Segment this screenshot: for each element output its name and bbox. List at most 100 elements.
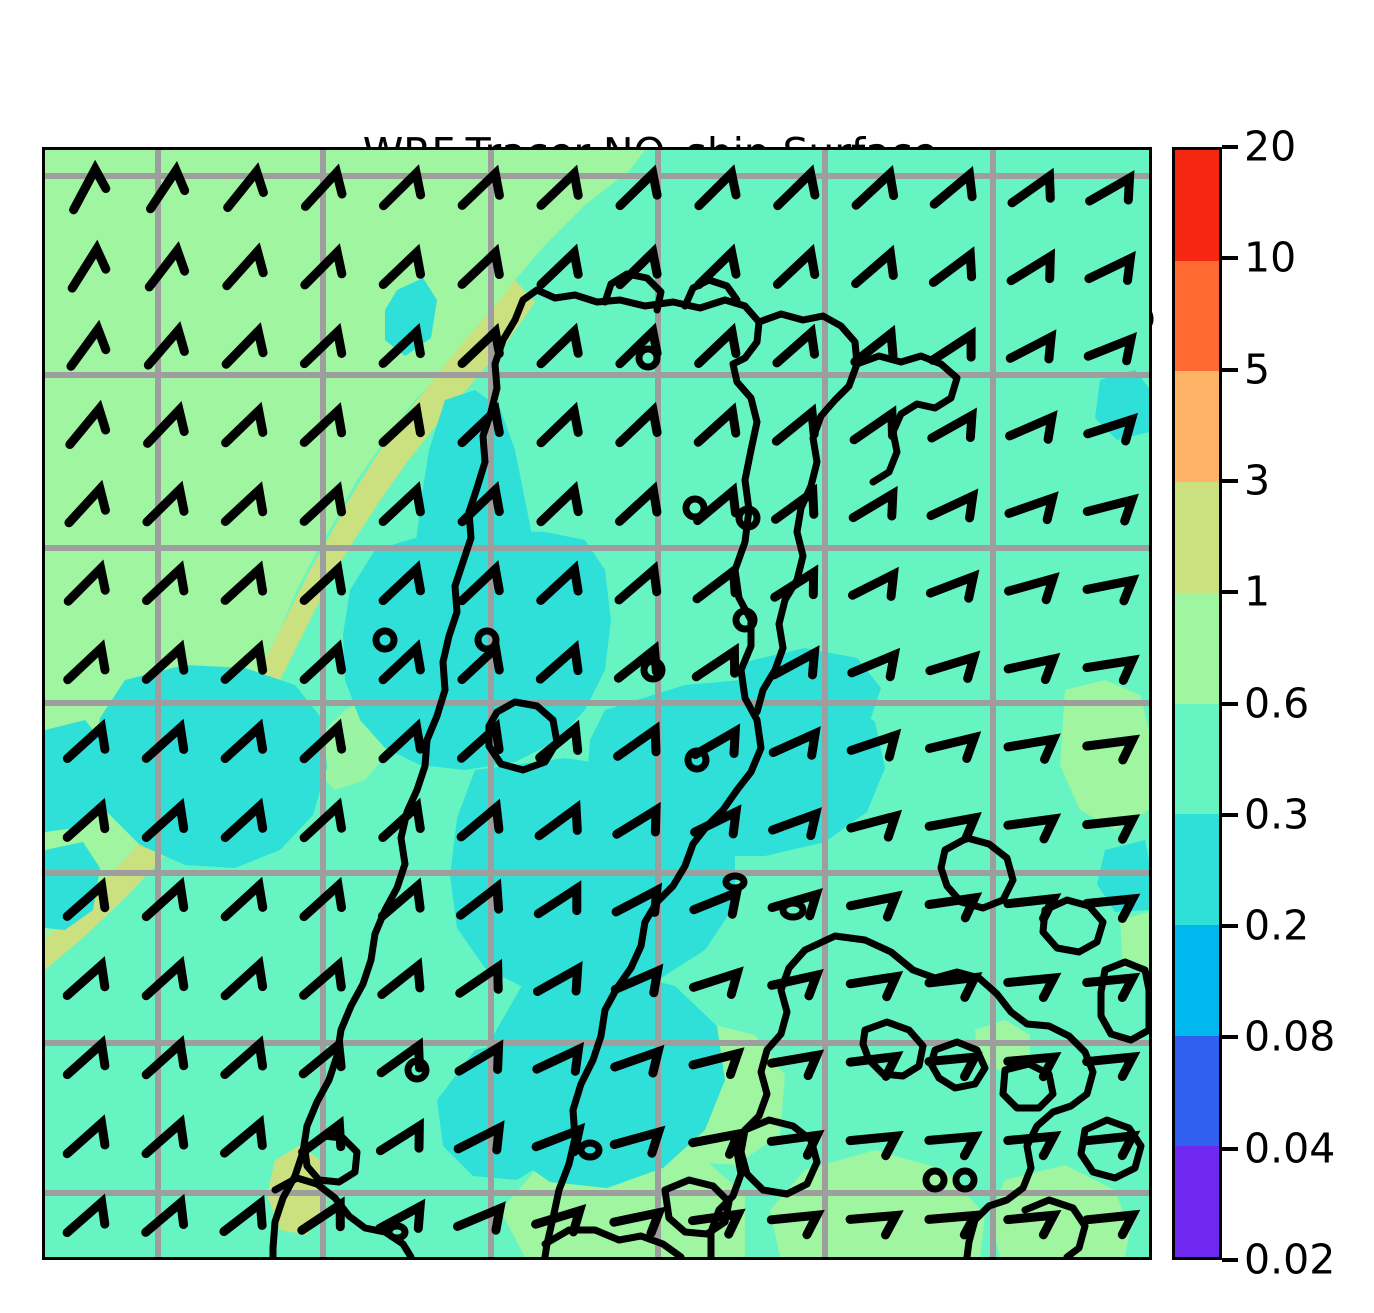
colorbar-label-0.3: 0.3 xyxy=(1244,790,1310,839)
wind-barb xyxy=(615,481,662,526)
wind-barb xyxy=(377,957,425,999)
wind-barb xyxy=(1084,250,1136,285)
wind-barb xyxy=(845,1130,904,1161)
wind-barb xyxy=(925,650,981,683)
wind-barb xyxy=(1085,170,1135,206)
wind-barb xyxy=(457,560,504,606)
wind-barb xyxy=(688,1047,745,1079)
colorbar-band-0.02-0.04 xyxy=(1175,1146,1219,1258)
wind-barb xyxy=(63,559,110,606)
wind-barb xyxy=(1003,893,1062,923)
wind-barb xyxy=(457,164,504,210)
wind-barb xyxy=(611,882,663,917)
wind-barb xyxy=(536,401,583,448)
wind-barb xyxy=(766,1209,825,1240)
wind-barb xyxy=(299,718,347,764)
wind-barb xyxy=(299,956,346,1000)
wind-barb xyxy=(1082,814,1141,844)
colorbar-band-0.6-1 xyxy=(1175,592,1219,704)
wind-barb xyxy=(379,164,426,211)
wind-barb xyxy=(222,242,268,291)
wind-barb xyxy=(456,798,504,842)
colorbar-label-0.04: 0.04 xyxy=(1244,1124,1336,1173)
wind-barb xyxy=(220,560,268,605)
wind-barb xyxy=(299,481,346,526)
wind-barb xyxy=(1003,813,1062,844)
wind-barb xyxy=(65,399,111,449)
wind-barb xyxy=(456,878,504,920)
wind-barb xyxy=(220,718,268,763)
wind-barb xyxy=(1004,491,1059,525)
wind-barb xyxy=(533,880,582,919)
wind-barb xyxy=(536,243,583,289)
wind-barb xyxy=(924,892,983,923)
wind-barb xyxy=(768,726,821,760)
wind-barb xyxy=(1003,733,1061,764)
colorbar-tick-0.08 xyxy=(1222,1035,1238,1040)
wind-barb xyxy=(1006,248,1056,286)
wind-barb xyxy=(300,243,347,290)
wind-barb xyxy=(1003,1131,1062,1161)
wind-barb xyxy=(69,159,111,215)
wind-barb xyxy=(1007,167,1055,208)
wind-barb xyxy=(924,811,982,843)
wind-barb xyxy=(535,639,583,684)
wind-barb xyxy=(1082,1051,1141,1081)
wind-barb xyxy=(1083,331,1137,366)
wind-barb xyxy=(299,402,347,447)
wind-barb xyxy=(848,566,899,601)
colorbar-band-0.04-0.08 xyxy=(1175,1035,1219,1147)
wind-barb xyxy=(62,877,110,921)
wind-barb xyxy=(688,1128,746,1159)
wind-barb xyxy=(378,639,425,685)
colorbar-band-10-20 xyxy=(1175,150,1219,261)
wind-barb xyxy=(453,1201,506,1235)
wind-barb xyxy=(62,797,110,842)
wind-barb xyxy=(767,888,823,921)
wind-barb xyxy=(846,728,902,762)
wind-barb xyxy=(1082,972,1141,1002)
wind-barbs xyxy=(62,159,1141,1240)
colorbar-label-1: 1 xyxy=(1244,567,1271,616)
colorbar-tick-20 xyxy=(1222,145,1238,149)
wind-barb xyxy=(927,407,977,443)
colorbar-band-0.2-0.3 xyxy=(1175,814,1219,925)
colorbar-tick-10 xyxy=(1222,256,1238,261)
colorbar-label-20: 20 xyxy=(1244,122,1297,171)
colorbar-tick-0.02 xyxy=(1222,1258,1238,1262)
wind-barb xyxy=(1005,329,1057,364)
wind-barb xyxy=(375,1117,424,1156)
wind-barb xyxy=(610,1044,665,1078)
wind-barb xyxy=(846,809,903,842)
wind-barb xyxy=(220,876,268,922)
wind-barb xyxy=(531,1203,587,1237)
wind-barb xyxy=(1003,1051,1062,1082)
wind-barb xyxy=(535,719,583,763)
wind-barb xyxy=(692,562,740,604)
wind-barb xyxy=(1082,654,1140,685)
wind-barb xyxy=(847,647,901,682)
wind-barb xyxy=(376,1037,424,1078)
wind-barb xyxy=(142,480,189,527)
wind-barb xyxy=(377,877,425,921)
wind-barb xyxy=(536,322,583,369)
contour-map-svg xyxy=(45,150,1149,1257)
wind-barb xyxy=(146,160,190,214)
wind-barb xyxy=(693,402,741,447)
wind-barb xyxy=(62,1114,110,1159)
wind-barb xyxy=(924,1131,983,1161)
wind-barb xyxy=(378,243,425,289)
wind-barb xyxy=(615,401,662,448)
wind-barb xyxy=(457,243,504,289)
wind-barb xyxy=(378,797,425,842)
wind-barb xyxy=(689,885,743,919)
wind-barb xyxy=(929,166,977,209)
wind-barb xyxy=(613,721,661,761)
colorbar-band-0.3-0.6 xyxy=(1175,703,1219,815)
wind-barb xyxy=(928,246,977,287)
wind-barb xyxy=(615,164,662,211)
wind-barb xyxy=(926,488,979,523)
wind-barb xyxy=(299,639,346,685)
wind-barb xyxy=(300,163,347,211)
wind-barb xyxy=(457,480,504,527)
